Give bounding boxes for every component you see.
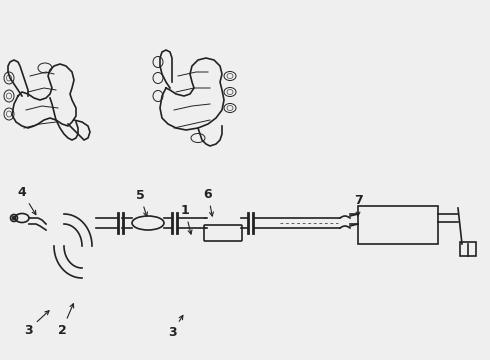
Text: 3: 3: [168, 315, 183, 339]
Text: 3: 3: [24, 311, 49, 337]
Bar: [460, 242, 476, 256]
Text: 1: 1: [181, 203, 192, 234]
Text: 7: 7: [354, 194, 363, 216]
Text: 4: 4: [18, 185, 36, 215]
Bar: [358, 206, 438, 244]
Ellipse shape: [12, 216, 16, 220]
Text: 2: 2: [58, 304, 74, 337]
Text: 5: 5: [136, 189, 147, 216]
Text: 6: 6: [204, 188, 214, 216]
